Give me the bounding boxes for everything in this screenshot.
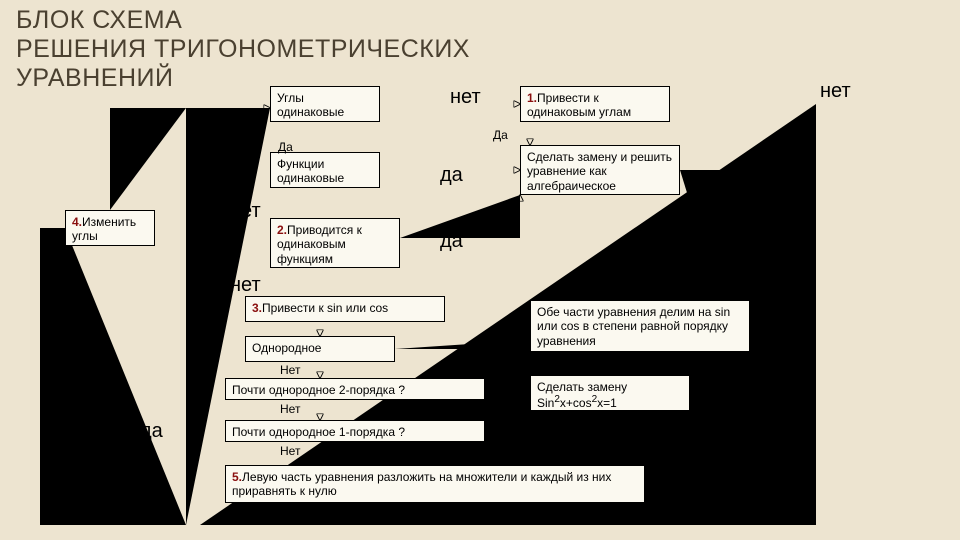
node-substitute: Сделать замену и решить уравнение как ал… <box>520 145 680 195</box>
node-step3: 3.Привести к sin или cos <box>245 296 445 322</box>
label-da_left: да <box>140 420 163 443</box>
node-sin2cos2: Сделать заменуSin2x+cos2x=1 <box>530 375 690 411</box>
node-step1: 1.Привести к одинаковым углам <box>520 86 670 122</box>
node-almost2: Почти однородное 2-порядка ? <box>225 378 485 400</box>
edge-9 <box>395 340 530 349</box>
label-da_funcs: да <box>440 164 463 187</box>
node-divide: Обе части уравнения делим на sin или cos… <box>530 300 750 352</box>
title-line-3: УРАВНЕНИЙ <box>16 64 173 92</box>
label-da_homog: Да <box>493 340 508 354</box>
label-net_step2: нет <box>230 274 261 297</box>
node-step5: 5.Левую часть уравнения разложить на мно… <box>225 465 645 503</box>
label-da_almost2: Да <box>493 384 508 398</box>
label-net_almost2: Нет <box>280 402 300 416</box>
label-da_step2: да <box>440 230 463 253</box>
node-step4: 4.Изменить углы <box>65 210 155 246</box>
page-title: БЛОК СХЕМА РЕШЕНИЯ ТРИГОНОМЕТРИЧЕСКИХ УР… <box>16 6 470 92</box>
label-net_top_r: нет <box>820 80 851 103</box>
node-step2: 2.Приводится к одинаковым функциям <box>270 218 400 268</box>
label-net_left: нет <box>135 472 166 495</box>
title-line-2: РЕШЕНИЯ ТРИГОНОМЕТРИЧЕСКИХ <box>16 35 470 63</box>
label-net_funcs: нет <box>230 200 261 223</box>
label-net_almost1: Нет <box>280 444 300 458</box>
node-angles_same: Углы одинаковые <box>270 86 380 122</box>
label-net_top: нет <box>450 86 481 109</box>
edge-18 <box>110 108 186 210</box>
title-line-1: БЛОК СХЕМА <box>16 6 182 34</box>
label-net_homog: Нет <box>280 363 300 377</box>
edge-23 <box>680 170 720 300</box>
label-da_under: Да <box>278 140 293 154</box>
node-homog: Однородное <box>245 336 395 362</box>
node-funcs_same: Функции одинаковые <box>270 152 380 188</box>
node-almost1: Почти однородное 1-порядка ? <box>225 420 485 442</box>
label-da_top: Да <box>493 128 508 142</box>
